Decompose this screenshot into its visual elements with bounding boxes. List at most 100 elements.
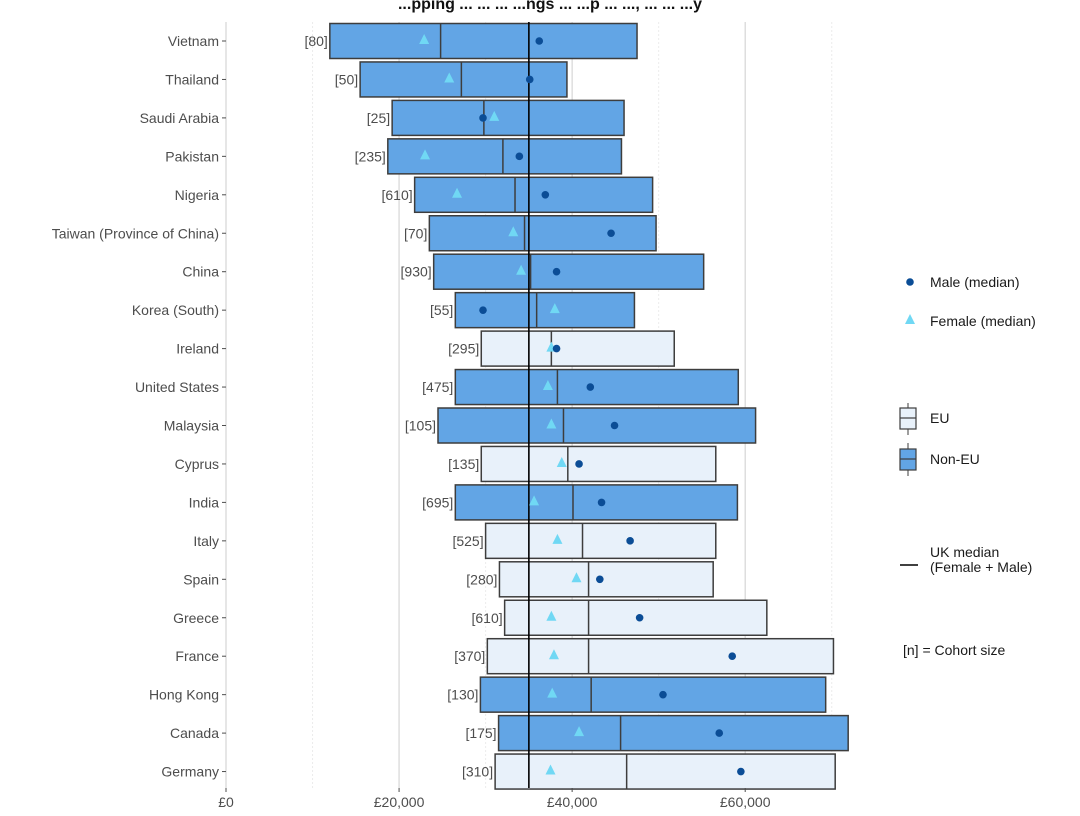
box-cyprus <box>480 445 717 483</box>
category-label: Spain <box>183 571 219 587</box>
female-median-marker <box>548 649 559 660</box>
category-label: Hong Kong <box>149 687 219 703</box>
male-median-marker <box>715 729 724 737</box>
box-germany <box>494 753 836 790</box>
female-median-marker <box>574 726 585 737</box>
box-rect <box>503 599 768 636</box>
category-label: Malaysia <box>164 418 219 434</box>
category-label: Taiwan (Province of China) <box>52 225 219 241</box>
cohort-label: [475] <box>422 379 453 395</box>
box-rect <box>484 522 717 560</box>
cohort-label: [525] <box>452 533 483 549</box>
box-pakistan <box>387 138 623 175</box>
legend-non-eu-label: Non-EU <box>930 451 980 467</box>
legend-female-marker <box>905 314 915 324</box>
box-rect <box>413 176 654 214</box>
x-tick-label: £40,000 <box>547 794 598 810</box>
box-rect <box>454 484 739 521</box>
category-label: Cyprus <box>175 456 219 472</box>
box-rect <box>498 561 714 598</box>
cohort-label: [80] <box>304 33 327 49</box>
male-median-marker <box>515 152 524 161</box>
female-median-marker <box>452 187 463 198</box>
female-median-marker <box>556 456 567 467</box>
cohort-label: [130] <box>447 687 478 703</box>
male-median-marker <box>626 537 634 545</box>
box-rect <box>454 368 740 406</box>
cohort-label: [930] <box>401 264 432 280</box>
male-median-marker <box>610 421 619 430</box>
male-median-marker <box>728 652 737 660</box>
box-rect <box>486 637 835 675</box>
cohort-label: [105] <box>405 418 436 434</box>
box-nigeria <box>413 176 654 214</box>
male-median-marker <box>479 114 487 122</box>
legend-cohort-note: [n] = Cohort size <box>903 642 1006 658</box>
category-label: Korea (South) <box>132 302 219 318</box>
female-median-marker <box>516 264 527 275</box>
category-label: Italy <box>193 533 219 549</box>
box-italy <box>484 522 717 560</box>
cohort-label: [55] <box>430 302 453 318</box>
chart-title: ...pping ... ... ... ...ngs ... ...p ...… <box>398 0 702 13</box>
male-median-marker <box>596 575 604 584</box>
cohort-label: [695] <box>422 494 453 510</box>
category-label: United States <box>135 379 219 395</box>
cohort-label: [280] <box>466 571 497 587</box>
legend-uk-label-1: UK median <box>930 544 999 560</box>
cohort-label: [50] <box>335 71 358 87</box>
category-label: Nigeria <box>175 187 220 203</box>
legend-female-label: Female (median) <box>930 313 1036 329</box>
male-median-marker <box>552 344 561 353</box>
box-ireland <box>480 330 675 367</box>
female-median-marker <box>571 572 582 583</box>
female-median-marker <box>419 34 430 44</box>
female-median-marker <box>529 495 540 506</box>
box-rect <box>428 215 657 252</box>
box-rect <box>479 676 827 713</box>
box-rect <box>437 407 757 444</box>
male-median-marker <box>525 75 534 84</box>
box-rect <box>494 753 836 790</box>
male-median-marker <box>586 383 595 391</box>
legend-eu-label: EU <box>930 410 949 426</box>
category-label: Ireland <box>176 341 219 357</box>
box-rect <box>391 99 625 137</box>
female-median-marker <box>552 533 563 544</box>
cohort-label: [610] <box>471 610 502 626</box>
cohort-label: [610] <box>382 187 413 203</box>
box-rect <box>497 714 849 752</box>
legend-male-marker <box>906 278 914 286</box>
box-rect <box>329 22 638 60</box>
box-malaysia <box>437 407 757 444</box>
box-spain <box>498 561 714 598</box>
female-median-marker <box>546 418 557 429</box>
box-taiwan-province-of-china <box>428 215 657 252</box>
legend-male-label: Male (median) <box>930 274 1019 290</box>
male-median-marker <box>737 767 745 776</box>
cohort-label: [135] <box>448 456 479 472</box>
box-india <box>454 484 739 521</box>
category-label: Pakistan <box>165 148 219 164</box>
box-china <box>432 253 705 290</box>
category-label: Thailand <box>165 71 219 87</box>
box-rect <box>359 61 568 98</box>
female-median-marker <box>489 110 500 121</box>
female-median-marker <box>444 72 455 83</box>
male-median-marker <box>535 37 544 45</box>
male-median-marker <box>552 267 561 276</box>
box-united-states <box>454 368 740 406</box>
category-label: Canada <box>170 725 219 741</box>
legend-uk-label-2: (Female + Male) <box>930 559 1032 575</box>
box-rect <box>480 330 675 367</box>
female-median-marker <box>420 149 431 160</box>
cohort-label: [70] <box>404 225 427 241</box>
x-tick-label: £20,000 <box>374 794 425 810</box>
box-hong-kong <box>479 676 827 713</box>
box-france <box>486 637 835 675</box>
cohort-label: [25] <box>367 110 390 126</box>
box-canada <box>497 714 849 752</box>
male-median-marker <box>575 460 583 468</box>
cohort-label: [370] <box>454 648 485 664</box>
